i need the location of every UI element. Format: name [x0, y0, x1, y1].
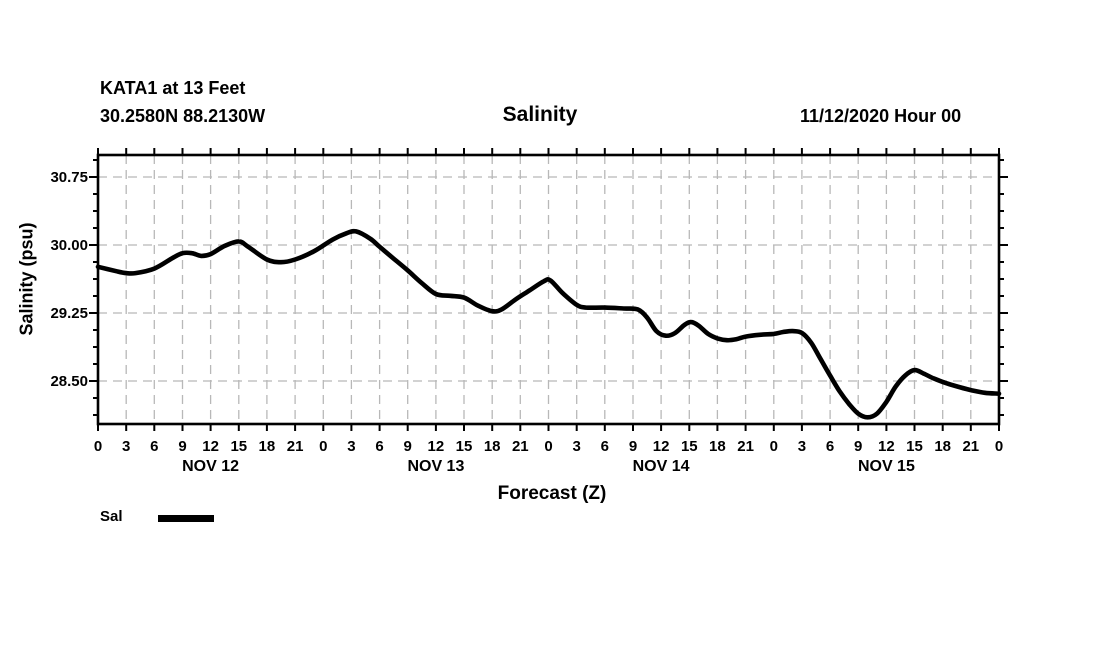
forecast-run-datetime: 11/12/2020 Hour 00 — [800, 106, 962, 126]
x-tick-label: 6 — [150, 438, 158, 455]
y-tick-label: 30.00 — [50, 237, 88, 254]
x-tick-label: 21 — [737, 438, 754, 455]
x-tick-label: 18 — [259, 438, 276, 455]
x-tick-label: 3 — [122, 438, 130, 455]
x-tick-label: 0 — [995, 438, 1003, 455]
x-tick-label: 9 — [629, 438, 637, 455]
x-tick-label: 6 — [601, 438, 609, 455]
x-tick-label: 21 — [962, 438, 979, 455]
x-tick-label: 3 — [573, 438, 581, 455]
station-coordinates: 30.2580N 88.2130W — [100, 106, 266, 126]
x-tick-label: 12 — [653, 438, 670, 455]
x-tick-label: 18 — [484, 438, 501, 455]
x-tick-labels: 0 3 6 9 12 15 18 21 0 3 6 9 12 15 18 21 0 3 6 9 12 15 18 21 0 3 6 9… — [94, 438, 1003, 455]
x-tick-label: 9 — [404, 438, 412, 455]
x-tick-label: 12 — [428, 438, 445, 455]
x-axis-title: Forecast (Z) — [497, 483, 607, 504]
y-tick-label: 29.25 — [50, 305, 88, 322]
salinity-curve — [95, 228, 1002, 420]
day-labels: NOV 12 NOV 13 NOV 14 NOV 15 — [182, 458, 915, 475]
day-label: NOV 12 — [182, 458, 239, 475]
x-tick-label: 3 — [798, 438, 806, 455]
x-tick-label: 18 — [934, 438, 951, 455]
y-tick-labels: 30.75 30.00 29.25 28.50 — [50, 169, 88, 390]
chart-title: Salinity — [502, 103, 578, 126]
grid-layer — [98, 155, 999, 424]
x-tick-label: 15 — [230, 438, 247, 455]
x-tick-label: 9 — [854, 438, 862, 455]
y-tick-label: 30.75 — [50, 169, 88, 186]
y-axis-title: Salinity (psu) — [16, 222, 37, 336]
x-tick-label: 15 — [906, 438, 923, 455]
legend: Sal — [100, 508, 214, 528]
station-name: KATA1 at 13 Feet — [100, 78, 246, 98]
x-tick-label: 6 — [826, 438, 834, 455]
x-tick-label: 21 — [512, 438, 529, 455]
legend-series-label: Sal — [100, 508, 123, 525]
x-tick-label: 6 — [375, 438, 383, 455]
x-tick-label: 9 — [178, 438, 186, 455]
x-tick-label: 15 — [681, 438, 698, 455]
x-tick-label: 15 — [456, 438, 473, 455]
legend-line-swatch — [158, 515, 214, 522]
x-tick-label: 12 — [878, 438, 895, 455]
x-tick-label: 0 — [94, 438, 102, 455]
x-tick-label: 0 — [770, 438, 778, 455]
day-label: NOV 14 — [633, 458, 690, 475]
day-label: NOV 15 — [858, 458, 915, 475]
x-tick-label: 21 — [287, 438, 304, 455]
x-tick-label: 18 — [709, 438, 726, 455]
axis-frame — [96, 153, 1001, 426]
x-tick-label: 12 — [202, 438, 219, 455]
x-tick-label: 0 — [544, 438, 552, 455]
day-label: NOV 13 — [407, 458, 464, 475]
y-tick-label: 28.50 — [50, 373, 88, 390]
x-tick-label: 3 — [347, 438, 355, 455]
x-tick-label: 0 — [319, 438, 327, 455]
